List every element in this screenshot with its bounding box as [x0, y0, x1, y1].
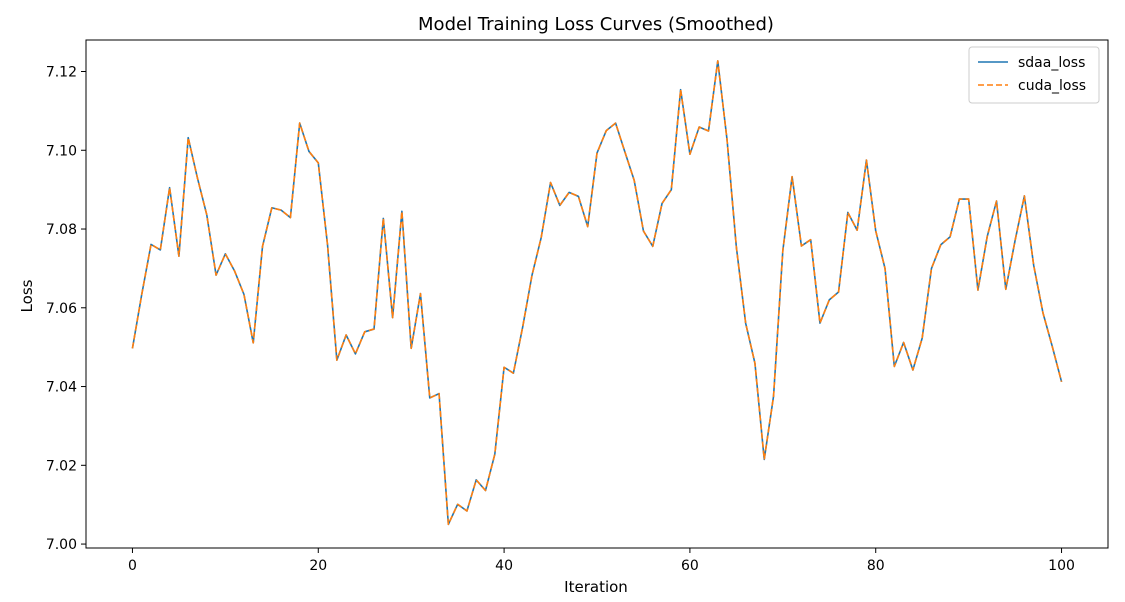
- plot-frame: [85, 39, 1109, 549]
- y-tick-label: 7.10: [46, 143, 77, 159]
- plot-area: [85, 39, 1109, 549]
- y-tick-label: 7.12: [46, 65, 77, 81]
- chart-title: Model Training Loss Curves (Smoothed): [418, 14, 774, 35]
- legend-label-sdaa-loss: sdaa_loss: [1018, 55, 1085, 71]
- y-tick-label: 7.08: [46, 222, 77, 238]
- legend-label-cuda-loss: cuda_loss: [1018, 78, 1086, 94]
- y-tick-label: 7.00: [46, 537, 77, 553]
- x-tick-label: 0: [128, 558, 137, 574]
- x-axis-label: Iteration: [564, 578, 628, 596]
- y-axis-label: Loss: [18, 279, 36, 312]
- series-line-cuda-loss: [131, 60, 1063, 526]
- x-tick-label: 60: [681, 558, 699, 574]
- x-tick-label: 80: [867, 558, 885, 574]
- y-tick-label: 7.06: [46, 301, 77, 317]
- y-tick-label: 7.02: [46, 458, 77, 474]
- x-tick-label: 100: [1048, 558, 1075, 574]
- legend: sdaa_loss cuda_loss: [968, 46, 1100, 104]
- x-tick-label: 20: [309, 558, 327, 574]
- legend-box: [968, 46, 1100, 104]
- y-tick-label: 7.04: [46, 380, 77, 396]
- x-tick-label: 40: [495, 558, 513, 574]
